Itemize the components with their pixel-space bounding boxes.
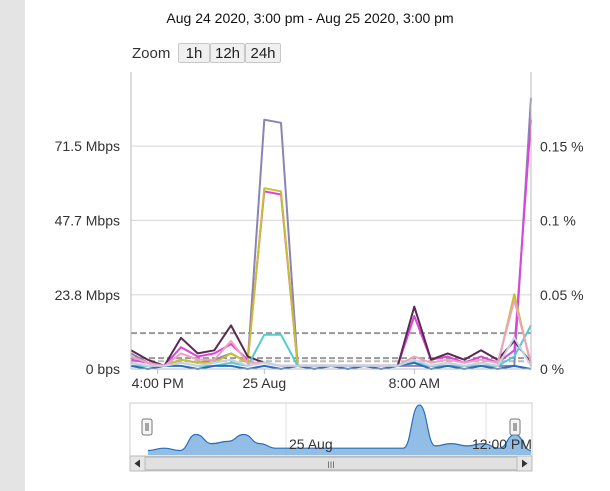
navigator-label-12pm: 12:00 PM [472,436,532,452]
zoom-1h-button[interactable]: 1h [178,43,210,63]
navigator-right-handle[interactable] [509,418,521,436]
chart-range-title: Aug 24 2020, 3:00 pm - Aug 25 2020, 3:00… [166,10,454,26]
y-left-tick-label: 47.7 Mbps [55,212,120,228]
y-left-tick-label: 71.5 Mbps [55,138,120,154]
series-layer [130,97,532,370]
scrollbar-grip: III [327,460,335,470]
navigator-area [148,405,531,455]
navigator-label-25-aug: 25 Aug [289,436,333,452]
y-right-tick-label: 0.05 % [540,287,584,303]
navigator[interactable]: 25 Aug 12:00 PM [129,402,533,457]
threshold-layer [131,332,531,363]
y-right-tick-label: 0.15 % [540,138,584,154]
scrollbar-left-arrow[interactable] [129,455,146,472]
zoom-24h-button[interactable]: 24h [245,43,281,63]
x-tick-label: 4:00 PM [132,375,184,391]
y-left-tick-label: 0 bps [86,361,120,377]
left-rail [0,0,25,491]
series-line [130,119,532,367]
series-line [130,187,532,367]
series-line [130,336,532,367]
grid-layer [131,145,531,296]
scrollbar[interactable]: III [129,455,533,472]
zoom-label: Zoom [132,45,171,62]
zoom-12h-button[interactable]: 12h [210,43,245,63]
y-right-tick-label: 0 % [540,361,564,377]
y-right-tick-label: 0.1 % [540,213,576,229]
scrollbar-right-arrow[interactable] [516,455,533,472]
x-tick-label: 8:00 AM [389,375,440,391]
y-left-tick-label: 23.8 Mbps [55,287,120,303]
series-line [130,97,532,367]
x-tick-label: 25 Aug [243,375,287,391]
navigator-left-handle[interactable] [141,418,153,436]
navigator-line [147,404,532,452]
axis-layer: 0 bps 23.8 Mbps 47.7 Mbps 71.5 Mbps 0 % 0.05 … [55,72,584,391]
